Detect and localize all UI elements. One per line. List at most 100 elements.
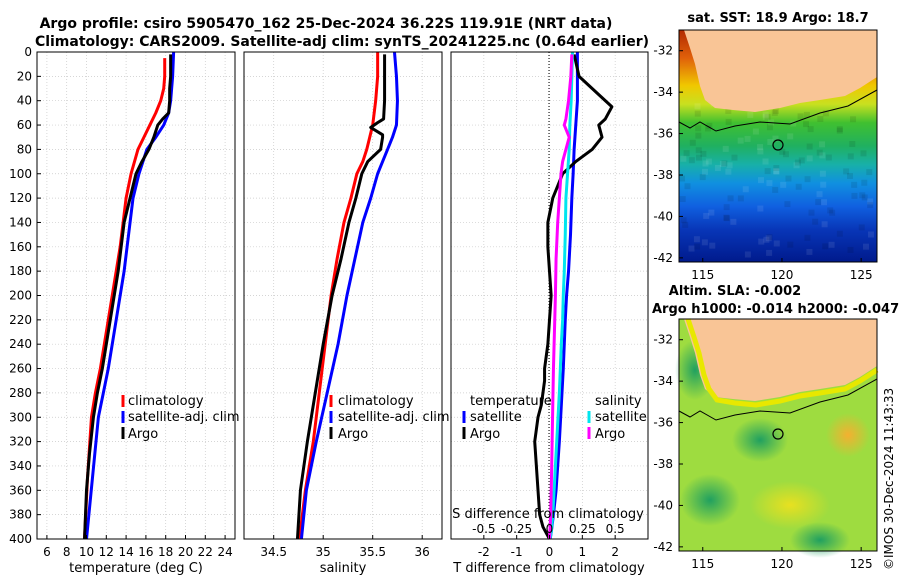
sst-pixel [787,133,794,140]
sst-pixel [723,204,730,211]
sst-pixel [793,162,800,169]
legend-title-temperature: temperature [470,394,552,409]
sst-pixel [846,172,853,179]
sla-map-title-1: Altim. SLA: -0.002 [669,284,801,299]
y-tick-label: 240 [9,337,32,351]
sst-pixel [709,242,716,249]
sst-pixel [757,205,764,212]
sst-pixel [680,155,687,162]
s-tick-label: 0.25 [569,522,596,536]
y-tick-label: 380 [9,508,32,522]
sst-pixel [700,150,707,157]
x-tick-label: 8 [63,545,71,559]
sst-pixel [737,195,744,202]
sst-pixel [719,161,726,168]
sst-pixel [703,212,710,219]
sst-pixel [747,111,754,118]
isobath-contour [678,89,878,132]
y-tick-label: -36 [653,127,673,141]
sst-pixel [679,196,686,203]
sst-pixel [679,175,686,182]
sst-pixel [847,246,854,253]
y-tick-label: 220 [9,313,32,327]
coastal-strip [685,318,879,408]
sst-pixel [693,236,700,243]
y-tick-label: 120 [9,191,32,205]
y-tick-label: 280 [9,386,32,400]
x-tick-label: -1 [511,545,523,559]
s-tick-label: -0.25 [501,522,532,536]
sst-pixel [722,145,729,152]
sst-pixel [808,209,815,216]
y-tick-label: 340 [9,459,32,473]
sst-pixel [726,162,733,169]
sst-pixel [765,235,772,242]
y-tick-label: -42 [653,251,673,265]
sla-anomaly [790,522,850,558]
sst-pixel [684,183,691,190]
sla-anomaly [680,474,740,526]
y-tick-label: 180 [9,264,32,278]
x-tick-label: 35.5 [359,545,386,559]
legend-t-satellite: satellite [470,410,522,425]
imos-timestamp: ©IMOS 30-Dec-2024 11:43:33 [882,388,896,570]
legend-s-argo: Argo [595,427,625,442]
sst-pixel [725,168,732,175]
sst-pixel [825,154,832,161]
salinity-xlabel: salinity [320,561,367,576]
sst-pixel [829,209,836,216]
series-line-climatology [83,58,167,540]
sst-pixel [699,174,706,181]
sst-pixel [860,150,867,157]
sst-pixel [822,243,829,250]
series-line-t-satellite [548,52,579,540]
x-tick-label: 1 [579,545,587,559]
x-tick-label: 6 [43,545,51,559]
sst-pixel [828,241,835,248]
sst-pixel [804,176,811,183]
x-tick-label: 34.5 [260,545,287,559]
sst-pixel [867,198,874,205]
y-tick-label: 60 [17,118,32,132]
sst-pixel [744,251,751,258]
y-tick-label: -40 [653,498,673,512]
sst-pixel [784,201,791,208]
sst-pixel [689,139,696,146]
sst-pixel [764,113,771,120]
sst-pixel [773,165,780,172]
sst-pixel [785,175,792,182]
series-line-s-argo [548,54,574,540]
s-difference-label: S difference from climatology [452,507,644,522]
x-tick-label: 22 [198,545,213,559]
x-tick-label: 0 [546,545,554,559]
sst-pixel [757,177,764,184]
sst-pixel [843,168,850,175]
sst-pixel [727,195,734,202]
sst-pixel [742,186,749,193]
x-tick-label: -2 [478,545,490,559]
sst-pixel [682,221,689,228]
x-tick-label: 115 [691,268,714,282]
sst-pixel [782,151,789,158]
sst-pixel [762,158,769,165]
sst-pixel [821,221,828,228]
sst-pixel [752,128,759,135]
legend-t-argo: Argo [470,427,500,442]
y-tick-label: -38 [653,168,673,182]
sst-pixel [867,202,874,209]
sla-anomaly [732,418,788,462]
sst-pixel [851,192,858,199]
sst-pixel [723,214,730,221]
sst-pixel [795,183,802,190]
sst-pixel [766,249,773,256]
y-tick-label: -42 [653,540,673,554]
x-tick-label: 125 [850,557,873,571]
y-tick-label: 40 [17,94,32,108]
y-tick-label: -32 [653,44,673,58]
sst-pixel [858,224,865,231]
x-tick-label: 24 [217,545,232,559]
sst-pixel [725,107,732,114]
sst-pixel [771,109,778,116]
title-line-1: Argo profile: csiro 5905470_162 25-Dec-2… [40,16,613,32]
